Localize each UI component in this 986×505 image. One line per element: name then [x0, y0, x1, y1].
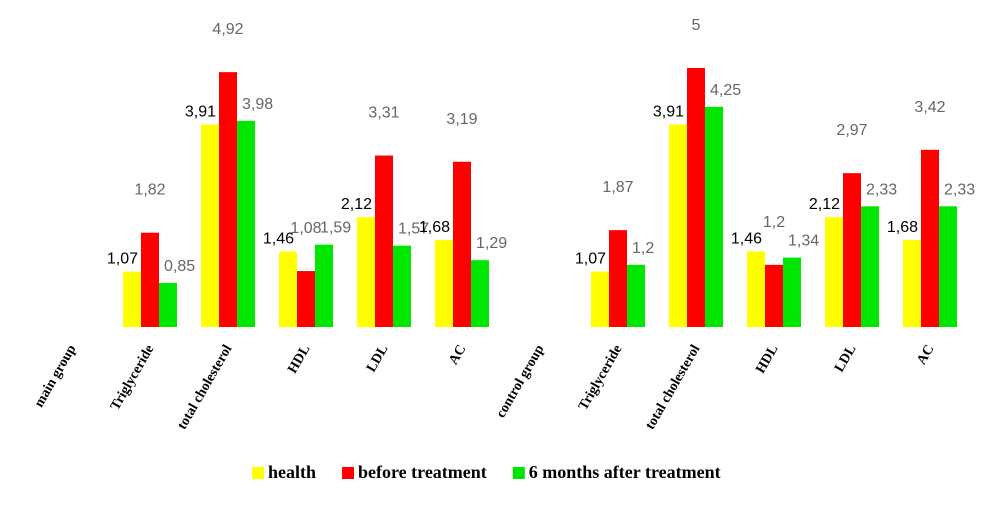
value-label: 1,57 — [398, 221, 429, 238]
value-label: 3,98 — [242, 96, 273, 113]
bar — [921, 149, 939, 327]
x-tick-label: total cholesterol — [175, 342, 236, 432]
x-tick-label: HDL — [285, 343, 313, 377]
value-label: 1,2 — [632, 240, 654, 257]
bar — [219, 72, 237, 327]
legend-label: 6 months after treatment — [529, 462, 721, 482]
value-label: 1,46 — [263, 230, 294, 247]
bar — [783, 257, 801, 327]
bar — [861, 206, 879, 327]
bar — [687, 68, 705, 327]
legend-label: before treatment — [358, 462, 487, 482]
value-label: 2,12 — [809, 196, 840, 213]
value-label: 1,2 — [763, 214, 785, 231]
value-label: 1,82 — [134, 182, 165, 199]
legend-label: health — [268, 462, 316, 482]
bar — [765, 264, 783, 327]
x-tick-label: control group — [494, 342, 548, 420]
bar — [825, 217, 843, 327]
x-tick-label: AC — [914, 343, 937, 368]
bar — [471, 260, 489, 327]
value-label: 3,42 — [914, 99, 945, 116]
bar — [237, 120, 255, 327]
legend-swatch — [342, 467, 355, 479]
x-tick-label: LDL — [364, 343, 391, 375]
value-label: 4,92 — [212, 21, 243, 38]
bar — [375, 155, 393, 327]
x-tick-label: Triglyceride — [576, 343, 625, 414]
bar — [393, 245, 411, 327]
value-label: 5 — [692, 17, 701, 34]
value-label: 1,68 — [419, 219, 450, 236]
x-tick-label: total cholesterol — [643, 342, 704, 432]
value-label: 2,33 — [866, 181, 897, 198]
bar — [609, 230, 627, 327]
bar — [315, 244, 333, 327]
value-label: 3,91 — [185, 103, 216, 120]
value-label: 1,34 — [788, 233, 819, 250]
x-tick-label: HDL — [753, 343, 781, 377]
value-label: 2,33 — [944, 181, 975, 198]
value-label: 4,25 — [710, 82, 741, 99]
value-label: 3,31 — [368, 105, 399, 122]
bar — [705, 106, 723, 327]
value-label: 1,08 — [290, 220, 321, 237]
bar — [903, 239, 921, 327]
bar — [843, 173, 861, 327]
value-label: 1,46 — [731, 230, 762, 247]
bar — [141, 232, 159, 327]
value-label: 3,19 — [446, 111, 477, 128]
value-label: 2,97 — [836, 122, 867, 139]
bar — [669, 124, 687, 327]
x-tick-label: main group — [32, 342, 80, 410]
value-label: 1,87 — [602, 179, 633, 196]
value-label: 2,12 — [341, 196, 372, 213]
bar — [123, 271, 141, 327]
value-label: 1,07 — [575, 251, 606, 268]
bar — [453, 161, 471, 327]
bar — [279, 251, 297, 327]
bar — [201, 124, 219, 327]
legend-swatch — [512, 467, 525, 479]
value-label: 3,91 — [653, 103, 684, 120]
value-label: 0,85 — [164, 258, 195, 275]
bar — [435, 239, 453, 327]
bar — [357, 217, 375, 327]
x-tick-label: Triglyceride — [108, 343, 157, 414]
bar — [159, 282, 177, 327]
value-label: 1,29 — [476, 235, 507, 252]
bar — [627, 264, 645, 327]
legend-swatch — [252, 467, 264, 479]
x-tick-label: AC — [446, 343, 469, 368]
value-label: 1,68 — [887, 219, 918, 236]
bar — [747, 251, 765, 327]
value-label: 1,59 — [320, 220, 351, 237]
bar — [939, 206, 957, 327]
value-label: 1,07 — [107, 251, 138, 268]
bar — [297, 271, 315, 327]
x-tick-label: LDL — [832, 343, 859, 375]
bar — [591, 271, 609, 327]
